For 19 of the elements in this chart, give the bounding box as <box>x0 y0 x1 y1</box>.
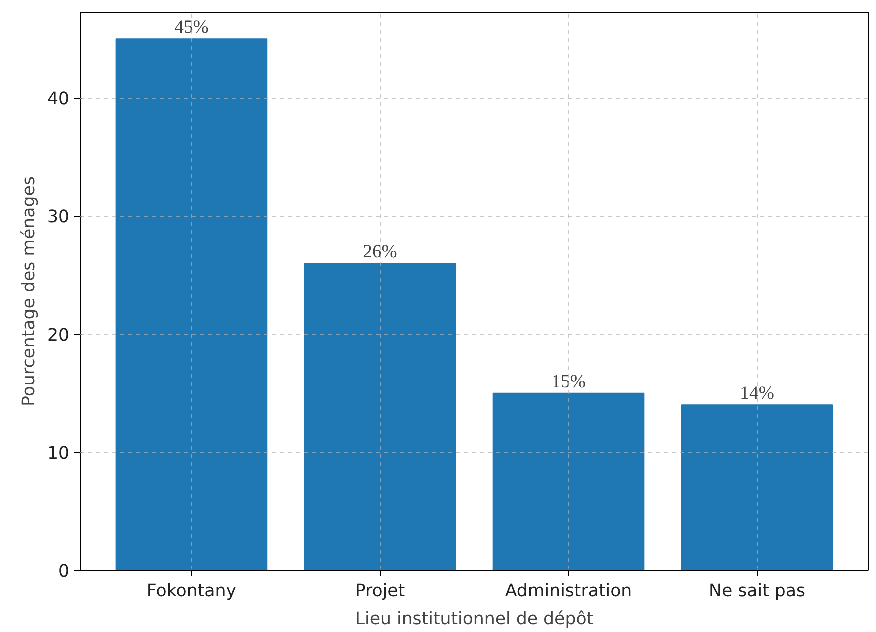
x-tick-label: Administration <box>505 582 632 602</box>
bar <box>116 38 268 570</box>
bar <box>304 262 456 570</box>
x-tick-label: Fokontany <box>146 582 237 602</box>
y-tick-label: 0 <box>58 562 70 582</box>
y-axis-title: Pourcentage des ménages <box>19 176 40 406</box>
x-tick-label: Ne sait pas <box>709 582 806 602</box>
x-tick-label: Projet <box>355 582 406 602</box>
y-tick-label: 10 <box>47 444 70 464</box>
x-axis-title: Lieu institutionnel de dépôt <box>355 610 594 630</box>
data-label: 14% <box>740 383 774 404</box>
y-tick-label: 20 <box>47 326 70 346</box>
y-tick-label: 30 <box>47 208 70 228</box>
bar <box>681 404 834 570</box>
data-label: 15% <box>552 371 586 392</box>
data-label: 26% <box>363 241 398 262</box>
data-label: 45% <box>174 17 209 38</box>
bar <box>492 392 645 570</box>
y-tick-label: 40 <box>47 90 70 110</box>
